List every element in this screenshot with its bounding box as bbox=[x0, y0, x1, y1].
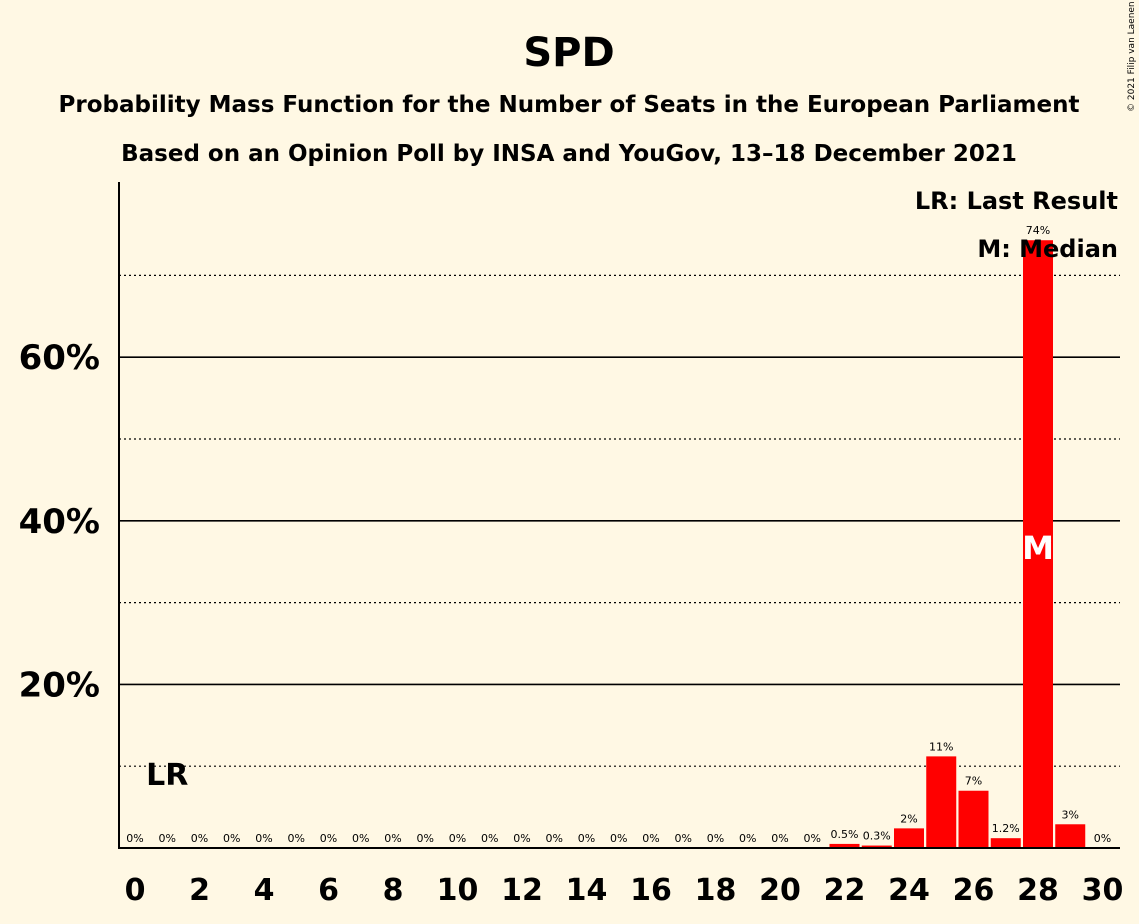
x-tick-label: 4 bbox=[254, 873, 275, 908]
x-tick-label: 0 bbox=[125, 873, 146, 908]
bar-data-label: 0% bbox=[804, 832, 821, 845]
chart-subtitle: Probability Mass Function for the Number… bbox=[59, 92, 1080, 118]
bar-data-label: 0% bbox=[707, 832, 724, 845]
bars bbox=[829, 240, 1086, 848]
legend-median: M: Median bbox=[977, 235, 1118, 263]
bar-data-label: 0% bbox=[191, 832, 208, 845]
x-tick-label: 24 bbox=[888, 873, 930, 908]
median-marker: M bbox=[1022, 529, 1054, 567]
bar-data-label: 0% bbox=[739, 832, 756, 845]
bar-data-label: 0% bbox=[546, 832, 563, 845]
x-tick-labels: 0 2 4 6 8 10 12 14 16 18 20 22 24 26 28 30 bbox=[125, 873, 1124, 908]
bar-data-label: 0% bbox=[1094, 832, 1111, 845]
bar-data-label: 0% bbox=[384, 832, 401, 845]
chart-subtitle-poll: Based on an Opinion Poll by INSA and You… bbox=[121, 141, 1017, 167]
bar-data-label: 0% bbox=[642, 832, 659, 845]
bar bbox=[926, 756, 957, 848]
grid bbox=[119, 274, 1120, 767]
bar-data-label: 0% bbox=[288, 832, 305, 845]
bar-data-label: 74% bbox=[1026, 224, 1050, 237]
x-tick-label: 20 bbox=[759, 873, 801, 908]
y-tick-labels: 20% 40% 60% bbox=[19, 338, 100, 705]
bar bbox=[894, 828, 924, 848]
bar-data-label: 0% bbox=[449, 832, 466, 845]
bar-data-label: 0% bbox=[771, 832, 788, 845]
bar bbox=[958, 790, 989, 848]
x-tick-label: 8 bbox=[383, 873, 404, 908]
bar-data-label: 0% bbox=[513, 832, 530, 845]
bar-data-label: 2% bbox=[900, 812, 917, 825]
bar-data-label: 1.2% bbox=[992, 822, 1020, 835]
bar bbox=[861, 845, 892, 848]
x-tick-label: 10 bbox=[437, 873, 479, 908]
bar-data-label: 0% bbox=[223, 832, 240, 845]
x-tick-label: 14 bbox=[566, 873, 608, 908]
bar-data-label: 0% bbox=[159, 832, 176, 845]
chart-title: SPD bbox=[523, 30, 614, 76]
bar-data-label: 7% bbox=[965, 775, 982, 788]
bar-labels: 0% 0% 0% 0% 0% 0% 0% 0% 0% 0% 0% 0% 0% 0% 0% 0% 0% 0% 0% 0%… bbox=[126, 224, 1111, 845]
bar-data-label: 0% bbox=[675, 832, 692, 845]
x-tick-label: 2 bbox=[189, 873, 210, 908]
x-tick-label: 12 bbox=[501, 873, 543, 908]
bar-data-label: 0.5% bbox=[831, 828, 859, 841]
bar bbox=[829, 843, 860, 848]
bar-data-label: 0% bbox=[578, 832, 595, 845]
bar bbox=[1023, 240, 1053, 848]
x-tick-label: 16 bbox=[630, 873, 672, 908]
bar-data-label: 0% bbox=[320, 832, 337, 845]
legend-last-result: LR: Last Result bbox=[915, 187, 1118, 215]
copyright-notice: © 2021 Filip van Laenen bbox=[1127, 1, 1137, 112]
bar-data-label: 0.3% bbox=[863, 830, 891, 843]
bar bbox=[1055, 824, 1086, 848]
bar-data-label: 0% bbox=[610, 832, 627, 845]
bar-data-label: 0% bbox=[352, 832, 369, 845]
bar-data-label: 0% bbox=[481, 832, 498, 845]
y-tick-label: 60% bbox=[19, 338, 100, 378]
y-tick-label: 20% bbox=[19, 665, 100, 705]
bar-data-label: 0% bbox=[417, 832, 434, 845]
x-tick-label: 28 bbox=[1017, 873, 1059, 908]
x-tick-label: 18 bbox=[695, 873, 737, 908]
x-tick-label: 6 bbox=[318, 873, 339, 908]
x-tick-label: 22 bbox=[824, 873, 866, 908]
x-tick-label: 26 bbox=[953, 873, 995, 908]
bar bbox=[990, 838, 1021, 848]
bar-data-label: 0% bbox=[255, 832, 272, 845]
y-tick-label: 40% bbox=[19, 502, 100, 542]
bar-data-label: 0% bbox=[126, 832, 143, 845]
bar-data-label: 11% bbox=[929, 740, 953, 753]
last-result-marker: LR bbox=[146, 758, 188, 793]
x-tick-label: 30 bbox=[1082, 873, 1124, 908]
bar-data-label: 3% bbox=[1062, 808, 1079, 821]
